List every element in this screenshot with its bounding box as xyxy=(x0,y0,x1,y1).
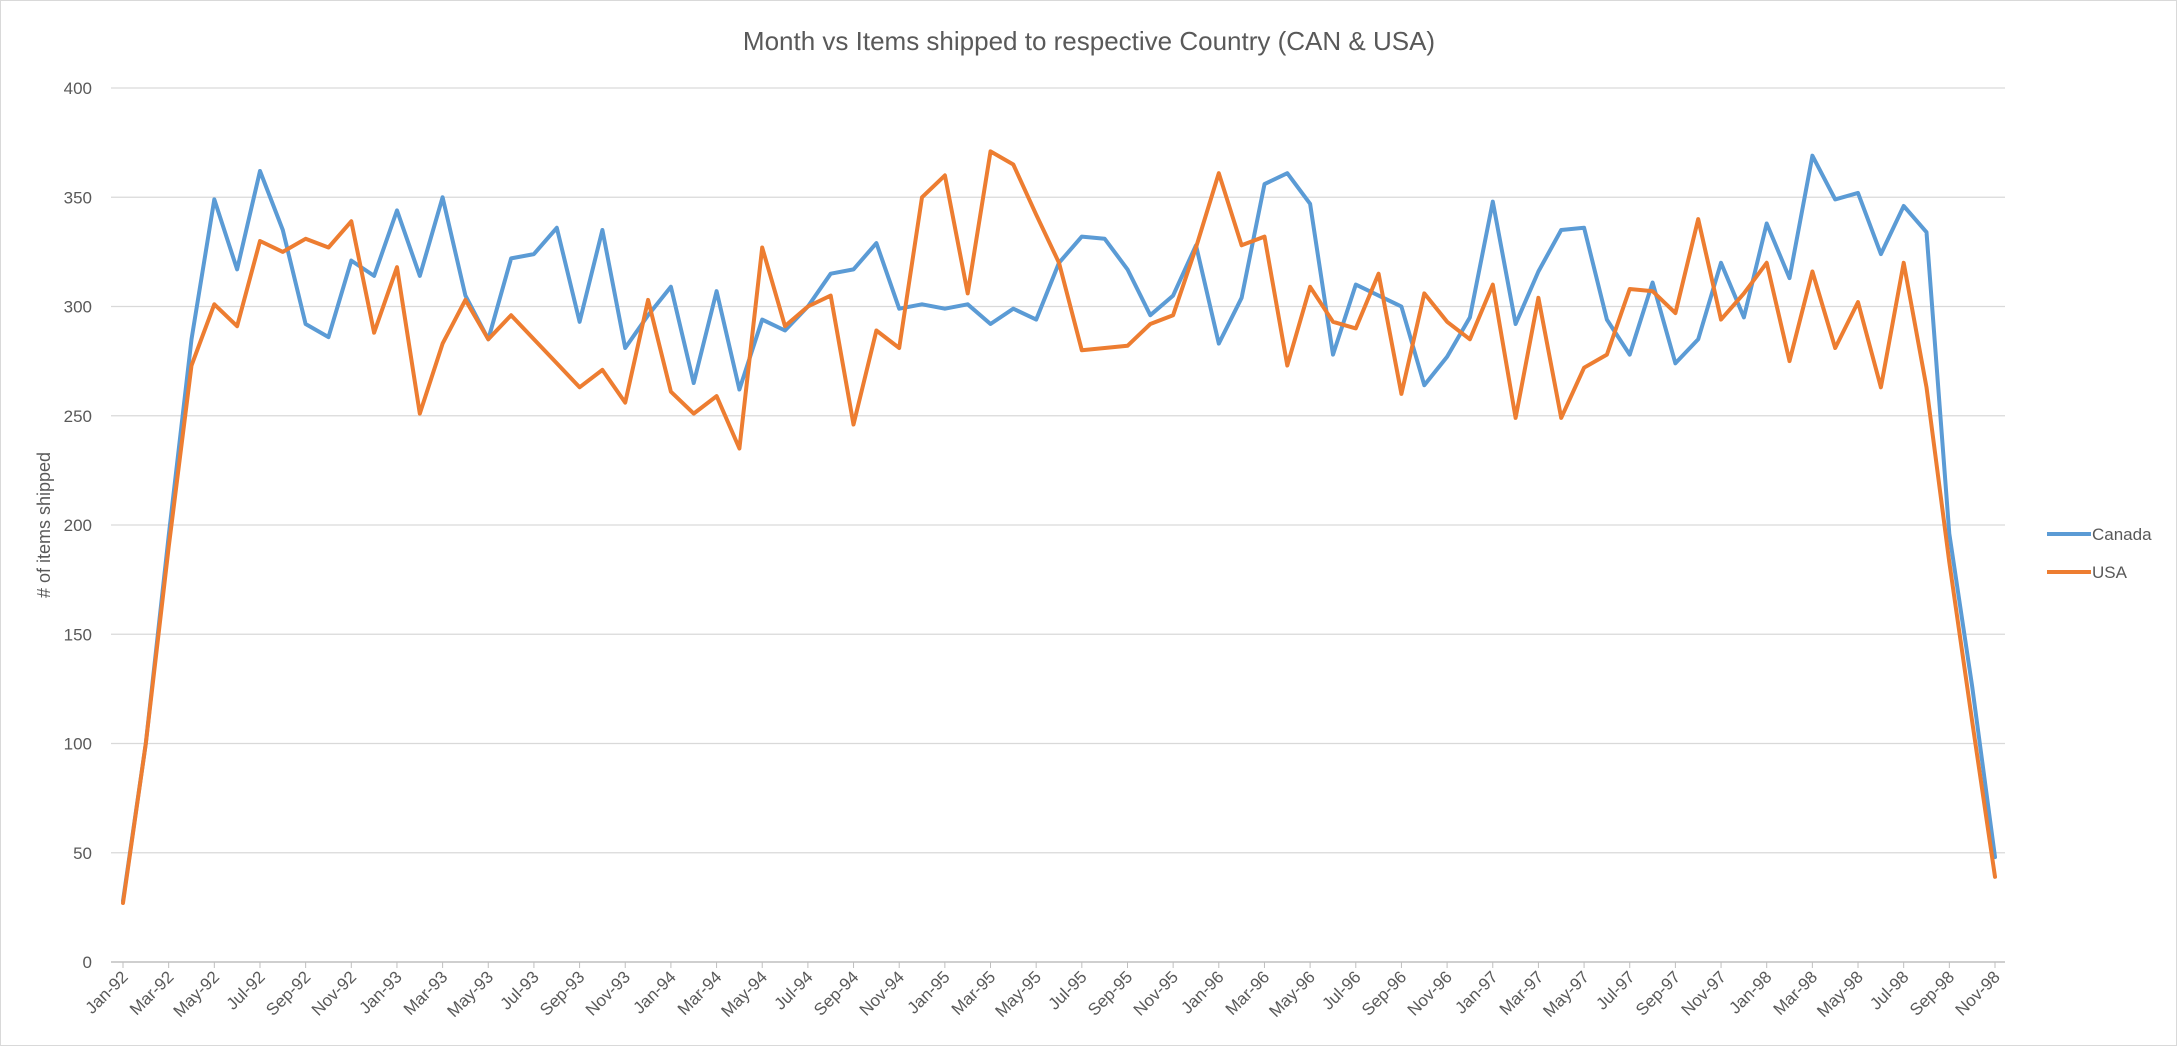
y-tick-label: 200 xyxy=(64,516,92,535)
series-lines xyxy=(121,149,1997,905)
y-tick-label: 150 xyxy=(64,625,92,644)
x-tick-label: Sep-92 xyxy=(262,967,314,1019)
chart-title: Month vs Items shipped to respective Cou… xyxy=(743,26,1435,56)
x-tick-label: May-98 xyxy=(1813,967,1867,1021)
legend-label-canada: Canada xyxy=(2092,525,2152,544)
x-tick-label: Sep-93 xyxy=(536,967,588,1019)
gridlines xyxy=(111,87,2005,963)
y-axis-tick-labels: 0 50 100 150 200 250 300 350 400 xyxy=(64,79,92,972)
x-tick-label: Mar-95 xyxy=(948,967,1000,1019)
y-tick-label: 250 xyxy=(64,407,92,426)
x-tick-label: Sep-97 xyxy=(1632,967,1684,1019)
x-tick-label: Jan-97 xyxy=(1451,967,1501,1017)
x-tick-label: Nov-92 xyxy=(308,967,360,1019)
y-tick-label: 350 xyxy=(64,188,92,207)
x-tick-label: Jan-92 xyxy=(82,967,132,1017)
x-tick-label: Nov-97 xyxy=(1678,967,1730,1019)
x-tick-label: Mar-96 xyxy=(1222,967,1274,1019)
x-tick-label: Nov-93 xyxy=(582,967,634,1019)
x-tick-label: May-95 xyxy=(991,967,1045,1021)
x-tick-label: Mar-97 xyxy=(1496,967,1548,1019)
x-tick-label: Nov-95 xyxy=(1130,967,1182,1019)
x-tick-label: Jan-95 xyxy=(903,967,953,1017)
y-tick-label: 400 xyxy=(64,79,92,98)
y-tick-label: 50 xyxy=(73,844,92,863)
y-tick-label: 0 xyxy=(83,953,92,972)
x-tick-label: May-97 xyxy=(1539,967,1593,1021)
x-tick-label: Mar-93 xyxy=(400,967,452,1019)
x-tick-label: May-96 xyxy=(1265,967,1319,1021)
x-tick-label: May-93 xyxy=(444,967,498,1021)
x-tick-label: Nov-96 xyxy=(1404,967,1456,1019)
x-tick-label: Sep-96 xyxy=(1358,967,1410,1019)
x-tick-label: Mar-98 xyxy=(1770,967,1822,1019)
x-tick-label: Sep-95 xyxy=(1084,967,1136,1019)
x-tick-label: Jan-94 xyxy=(630,967,680,1017)
y-axis-title: # of items shipped xyxy=(34,452,54,598)
x-tick-label: Jan-98 xyxy=(1725,967,1775,1017)
x-tick-label: Jan-96 xyxy=(1177,967,1227,1017)
y-tick-label: 100 xyxy=(64,735,92,754)
x-tick-label: Jan-93 xyxy=(356,967,406,1017)
legend: Canada USA xyxy=(2047,525,2152,582)
x-tick-label: Mar-94 xyxy=(674,967,726,1019)
x-tick-label: Sep-94 xyxy=(810,967,862,1019)
x-tick-label: May-92 xyxy=(170,967,224,1021)
y-tick-label: 300 xyxy=(64,298,92,317)
series-line-usa xyxy=(121,149,1997,905)
legend-label-usa: USA xyxy=(2092,563,2128,582)
x-tick-label: Nov-94 xyxy=(856,967,908,1019)
x-tick-label: Nov-98 xyxy=(1952,967,2004,1019)
x-tick-label: May-94 xyxy=(718,967,772,1021)
x-tick-label: Sep-98 xyxy=(1906,967,1958,1019)
x-tick-label: Mar-92 xyxy=(126,967,178,1019)
